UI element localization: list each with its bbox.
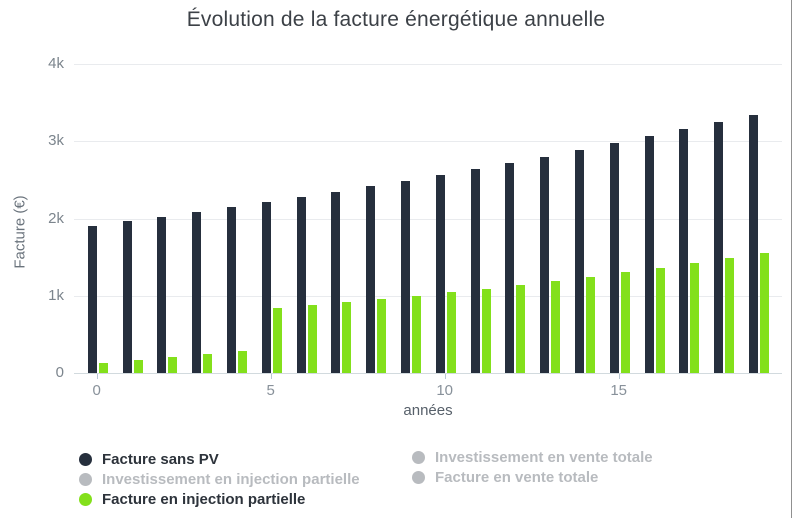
series-swatch-icon	[412, 450, 425, 464]
facture-en-injection-partielle-bar-11	[481, 288, 491, 373]
facture-sans-pv-bar-15	[609, 143, 619, 373]
facture-en-injection-partielle-bar-15	[620, 272, 630, 373]
legend-column-right: Investissement en vente totale Facture e…	[412, 447, 653, 487]
legend-column-left: Facture sans PV Investissement en inject…	[79, 449, 360, 509]
facture-sans-pv-bar-13	[540, 156, 550, 373]
facture-sans-pv-bar-11	[470, 168, 480, 373]
x-tick-label-15: 15	[610, 382, 628, 399]
x-tick-label-0: 0	[92, 382, 101, 399]
facture-sans-pv-bar-6	[296, 196, 306, 373]
facture-sans-pv-bar-14	[574, 150, 584, 373]
series-swatch-icon	[79, 492, 92, 506]
facture-sans-pv-bar-17	[679, 129, 689, 373]
facture-en-injection-partielle-bar-7	[342, 302, 352, 373]
x-tick-label-5: 5	[266, 382, 275, 399]
legend-label-investissement-en-vente-totale: Investissement en vente totale	[435, 448, 653, 466]
gridline-1k	[74, 295, 782, 297]
legend-item-investissement-en-injection-partielle[interactable]: Investissement en injection partielle	[79, 469, 360, 489]
facture-en-injection-partielle-bar-14	[585, 276, 595, 373]
series-swatch-icon	[412, 470, 425, 484]
facture-en-injection-partielle-bar-6	[307, 305, 317, 373]
facture-sans-pv-bar-2	[157, 216, 167, 373]
gridline-2k	[74, 218, 782, 220]
facture-en-injection-partielle-bar-4	[237, 350, 247, 373]
y-tick-label-2k: 2k	[48, 209, 64, 227]
facture-en-injection-partielle-bar-13	[551, 280, 561, 373]
series-swatch-icon	[79, 452, 92, 466]
facture-en-injection-partielle-bar-5	[272, 308, 282, 373]
legend-label-facture-sans-pv: Facture sans PV	[102, 450, 219, 468]
facture-en-injection-partielle-bar-8	[377, 299, 387, 373]
facture-sans-pv-bar-8	[366, 186, 376, 373]
x-tick-label-10: 10	[436, 382, 454, 399]
window-edge-line	[791, 0, 792, 518]
legend-label-investissement-en-injection-partielle: Investissement en injection partielle	[102, 470, 360, 488]
x-tick-15	[618, 374, 620, 379]
facture-en-injection-partielle-bar-1	[133, 359, 143, 373]
y-tick-label-1k: 1k	[48, 286, 64, 304]
legend-item-facture-sans-pv[interactable]: Facture sans PV	[79, 449, 360, 469]
facture-en-injection-partielle-bar-0	[98, 362, 108, 373]
facture-sans-pv-bar-7	[331, 191, 341, 373]
legend-label-facture-en-vente-totale: Facture en vente totale	[435, 468, 599, 486]
legend-item-investissement-en-vente-totale[interactable]: Investissement en vente totale	[412, 447, 653, 467]
facture-sans-pv-bar-10	[435, 174, 445, 373]
y-tick-label-4k: 4k	[48, 55, 64, 73]
x-tick-10	[444, 374, 446, 379]
facture-en-injection-partielle-bar-18	[725, 258, 735, 373]
facture-en-injection-partielle-bar-17	[690, 263, 700, 373]
x-axis-title: années	[403, 402, 453, 419]
chart-title: Évolution de la facture énergétique annu…	[186, 8, 606, 31]
facture-sans-pv-bar-5	[261, 202, 271, 373]
facture-en-injection-partielle-bar-12	[516, 284, 526, 373]
x-tick-5	[270, 374, 272, 379]
facture-sans-pv-bar-0	[87, 225, 97, 373]
gridline-4k	[74, 64, 782, 66]
facture-sans-pv-bar-1	[122, 221, 132, 373]
gridline-3k	[74, 141, 782, 143]
y-tick-label-3k: 3k	[48, 132, 64, 150]
facture-sans-pv-bar-16	[644, 136, 654, 373]
facture-sans-pv-bar-19	[748, 114, 758, 373]
facture-en-injection-partielle-bar-2	[168, 356, 178, 373]
facture-sans-pv-bar-18	[714, 122, 724, 373]
facture-en-injection-partielle-bar-3	[203, 353, 213, 373]
plot-area	[74, 45, 782, 374]
facture-sans-pv-bar-12	[505, 162, 515, 373]
facture-sans-pv-bar-9	[400, 180, 410, 373]
legend-item-facture-en-vente-totale[interactable]: Facture en vente totale	[412, 467, 653, 487]
facture-sans-pv-bar-3	[192, 211, 202, 373]
facture-en-injection-partielle-bar-16	[655, 267, 665, 373]
legend-label-facture-en-injection-partielle: Facture en injection partielle	[102, 490, 306, 508]
y-tick-label-0: 0	[55, 364, 64, 381]
facture-en-injection-partielle-bar-9	[411, 295, 421, 373]
facture-en-injection-partielle-bar-10	[446, 292, 456, 373]
facture-sans-pv-bar-4	[226, 207, 236, 373]
facture-en-injection-partielle-bar-19	[759, 253, 769, 373]
legend-item-facture-en-injection-partielle[interactable]: Facture en injection partielle	[79, 489, 360, 509]
x-tick-0	[96, 374, 98, 379]
series-swatch-icon	[79, 472, 92, 486]
